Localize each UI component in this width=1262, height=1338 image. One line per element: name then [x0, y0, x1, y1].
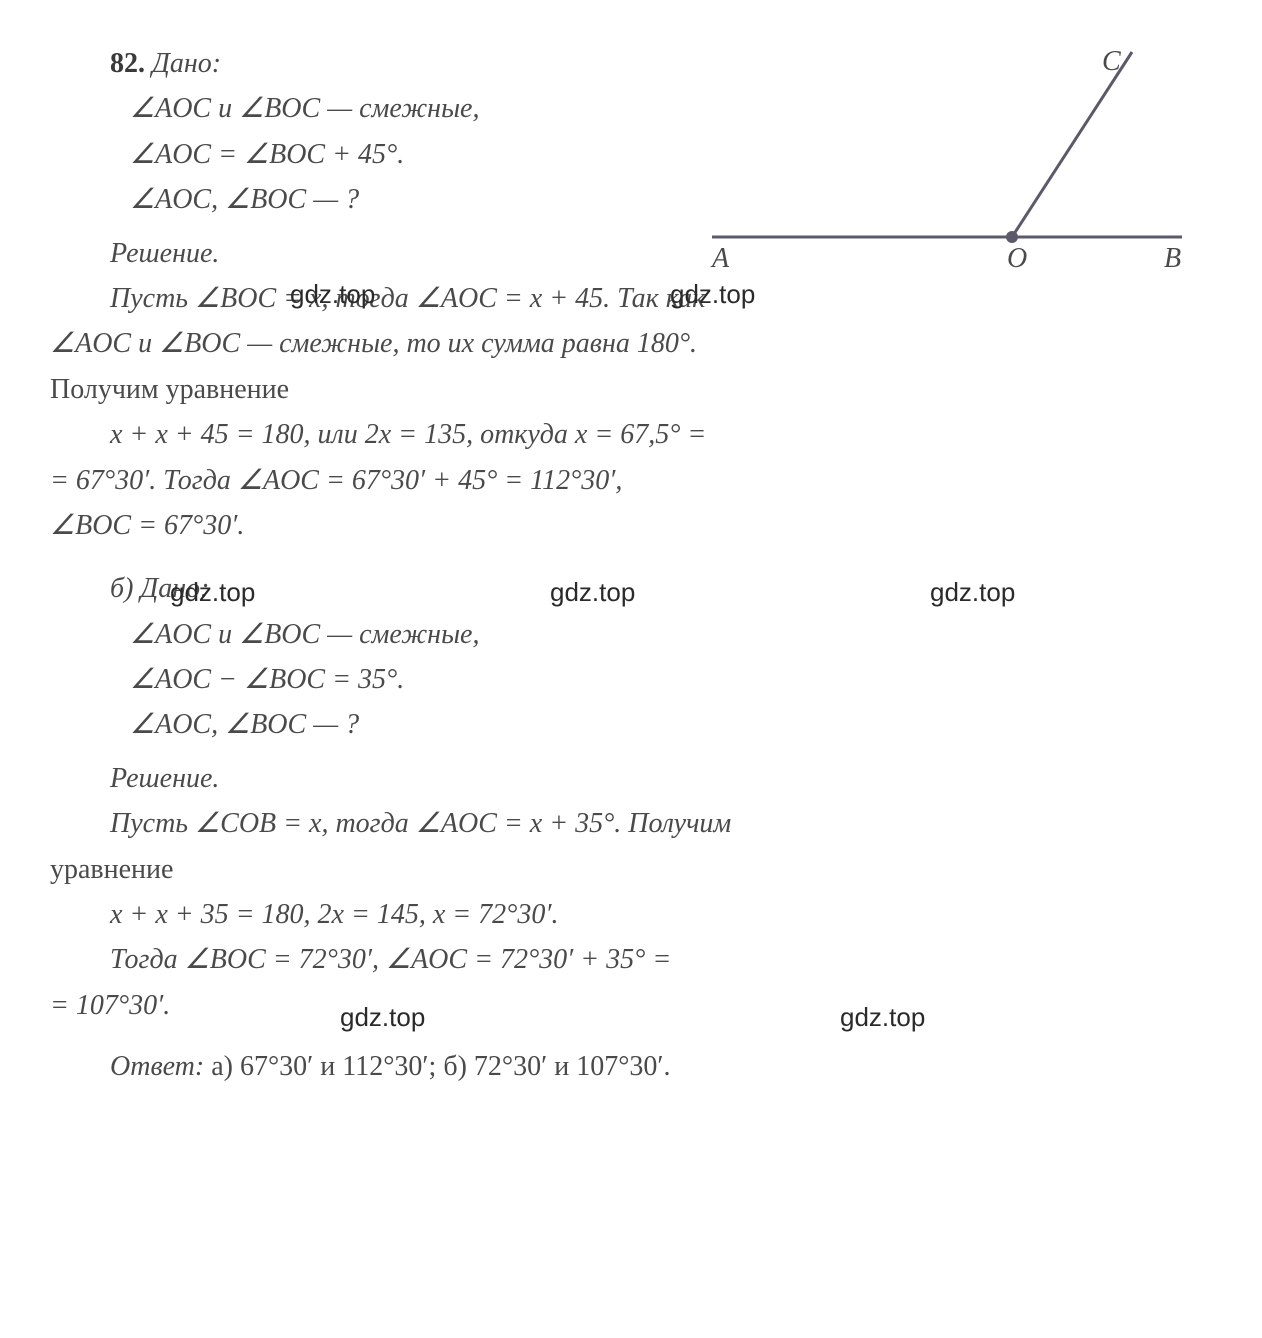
sol-line: уравнение	[50, 848, 1210, 891]
watermark-text: gdz.top	[840, 997, 925, 1037]
sol-line: = 67°30′. Тогда ∠AOC = 67°30′ + 45° = 11…	[50, 459, 1210, 502]
sol-line: x + x + 45 = 180, или 2x = 135, откуда x…	[50, 413, 1210, 456]
watermark-text: gdz.top	[170, 572, 255, 612]
diagram-svg: A O B C	[692, 42, 1192, 272]
given-line: ∠AOC и ∠BOC — смежные,	[50, 613, 1210, 656]
part-a-given: 82. Дано: ∠AOC и ∠BOC — смежные, ∠AOC = …	[50, 42, 670, 222]
geometry-diagram: A O B C	[692, 42, 1192, 272]
problem-number: 82.	[110, 48, 145, 79]
sol-line: ∠BOC = 67°30′.	[50, 504, 1210, 547]
sol-line: ∠AOC и ∠BOC — смежные, то их сумма равна…	[50, 322, 1210, 365]
given-line: ∠AOC, ∠BOC — ?	[50, 178, 670, 221]
label-a: A	[710, 243, 730, 272]
given-line: ∠AOC − ∠BOC = 35°.	[50, 658, 1210, 701]
given-label: Дано:	[152, 48, 221, 79]
sol-line: = 107°30′.	[50, 984, 1210, 1027]
line-oc	[1012, 52, 1132, 237]
solution-label: Решение.	[50, 757, 1212, 800]
line-given-header: 82. Дано:	[50, 42, 670, 85]
watermark-text: gdz.top	[930, 572, 1015, 612]
given-line: ∠AOC = ∠BOC + 45°.	[50, 133, 670, 176]
sol-line: Пусть ∠BOC = x, тогда ∠AOC = x + 45. Так…	[50, 277, 1210, 320]
part-a-solution: Пусть ∠BOC = x, тогда ∠AOC = x + 45. Так…	[50, 277, 1210, 547]
label-b: B	[1164, 243, 1181, 272]
sol-line: Тогда ∠BOC = 72°30′, ∠AOC = 72°30′ + 35°…	[50, 938, 1210, 981]
sol-line: x + x + 35 = 180, 2x = 145, x = 72°30′.	[50, 893, 1210, 936]
watermark-text: gdz.top	[290, 274, 375, 314]
point-o	[1006, 231, 1018, 243]
given-line: ∠AOC, ∠BOC — ?	[50, 703, 1210, 746]
answer-label: Ответ:	[110, 1051, 204, 1082]
watermark-text: gdz.top	[670, 274, 755, 314]
part-b-solution: Пусть ∠COB = x, тогда ∠AOC = x + 35°. По…	[50, 802, 1210, 1027]
sol-line: Пусть ∠COB = x, тогда ∠AOC = x + 35°. По…	[50, 802, 1210, 845]
page-content: A O B C 82. Дано: ∠AOC и ∠BOC — смежные,…	[50, 42, 1212, 1089]
sol-line: Получим уравнение	[50, 368, 1210, 411]
answer-text: а) 67°30′ и 112°30′; б) 72°30′ и 107°30′…	[204, 1051, 670, 1082]
watermark-text: gdz.top	[550, 572, 635, 612]
given-line: ∠AOC и ∠BOC — смежные,	[50, 87, 670, 130]
answer-line: Ответ: а) 67°30′ и 112°30′; б) 72°30′ и …	[50, 1045, 1212, 1088]
label-c: C	[1102, 46, 1121, 77]
label-o: O	[1007, 243, 1027, 272]
watermark-text: gdz.top	[340, 997, 425, 1037]
